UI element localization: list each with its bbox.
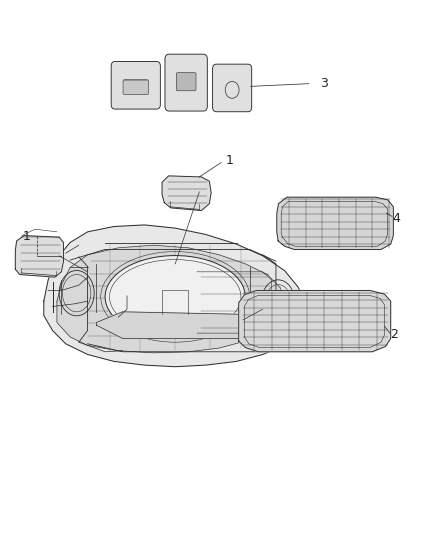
FancyBboxPatch shape <box>123 80 148 94</box>
FancyBboxPatch shape <box>212 64 252 112</box>
Polygon shape <box>57 245 285 353</box>
Text: 2: 2 <box>390 328 398 341</box>
Ellipse shape <box>105 256 245 338</box>
FancyBboxPatch shape <box>176 72 196 91</box>
FancyBboxPatch shape <box>111 61 160 109</box>
Text: 1: 1 <box>22 230 30 243</box>
Text: 3: 3 <box>320 77 328 90</box>
Polygon shape <box>96 312 258 338</box>
Text: 1: 1 <box>226 155 234 167</box>
Polygon shape <box>162 176 211 211</box>
Polygon shape <box>239 290 391 352</box>
Text: 4: 4 <box>392 212 400 225</box>
Polygon shape <box>277 197 393 249</box>
Polygon shape <box>44 225 307 367</box>
FancyBboxPatch shape <box>165 54 207 111</box>
Polygon shape <box>15 236 64 277</box>
